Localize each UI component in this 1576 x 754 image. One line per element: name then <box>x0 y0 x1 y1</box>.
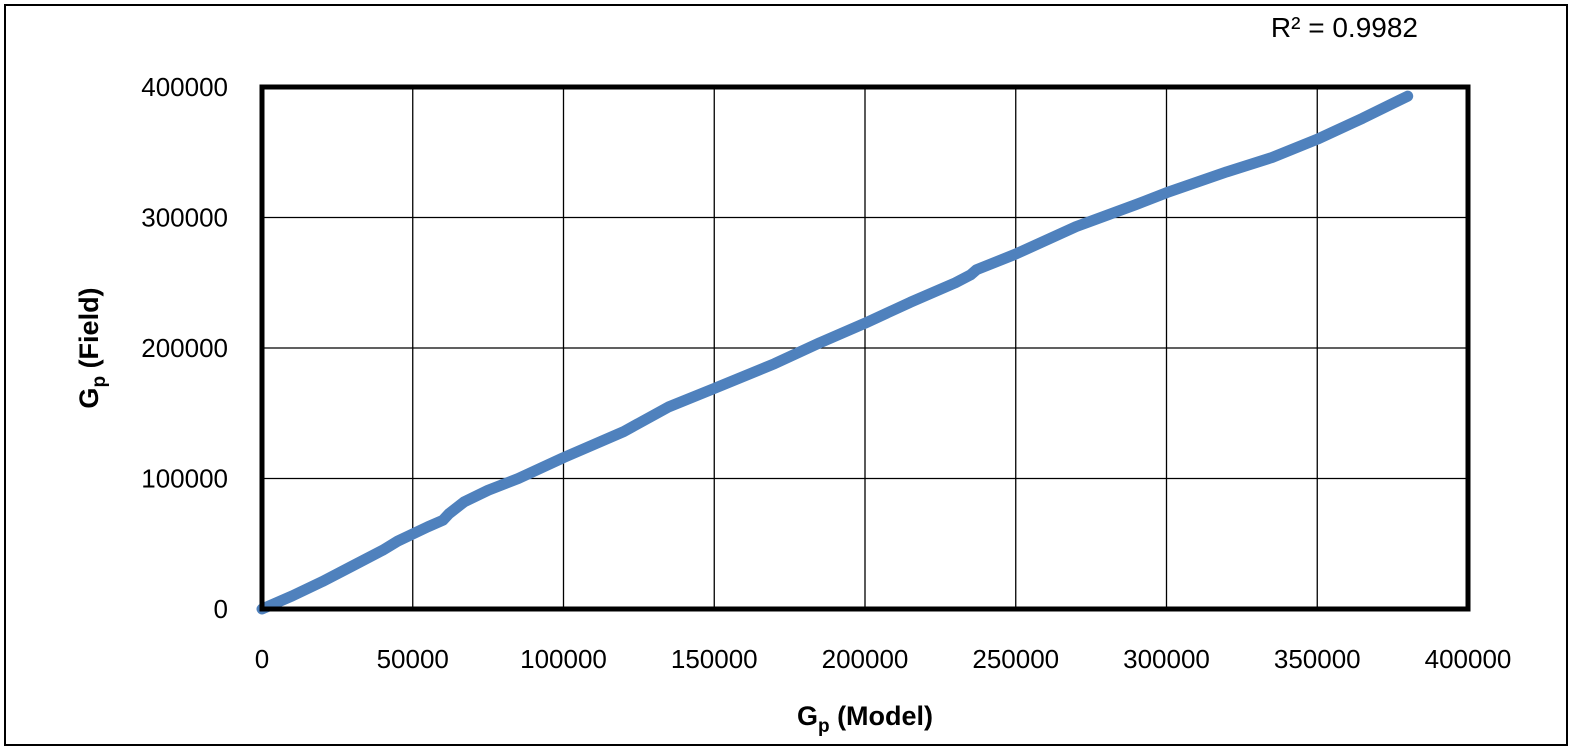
y-axis-label: Gp (Field) <box>74 287 110 408</box>
x-tick-label: 350000 <box>1274 644 1361 674</box>
y-tick-label: 0 <box>214 594 228 624</box>
series-line <box>256 90 1414 615</box>
y-tick-label: 200000 <box>141 333 228 363</box>
plot-area-border <box>259 84 1471 612</box>
x-tick-label: 400000 <box>1425 644 1512 674</box>
r-squared-annotation: R² = 0.9982 <box>1271 12 1418 43</box>
x-tick-label: 150000 <box>671 644 758 674</box>
x-tick-label: 100000 <box>520 644 607 674</box>
x-tick-label: 250000 <box>972 644 1059 674</box>
x-tick-label: 200000 <box>822 644 909 674</box>
y-tick-label: 400000 <box>141 72 228 102</box>
x-axis-label: Gp (Model) <box>797 701 933 737</box>
x-tick-label: 50000 <box>377 644 449 674</box>
x-tick-label: 300000 <box>1123 644 1210 674</box>
y-tick-label: 300000 <box>141 203 228 233</box>
chart-frame <box>4 4 1568 746</box>
y-tick-label: 100000 <box>141 464 228 494</box>
x-tick-label: 0 <box>255 644 269 674</box>
